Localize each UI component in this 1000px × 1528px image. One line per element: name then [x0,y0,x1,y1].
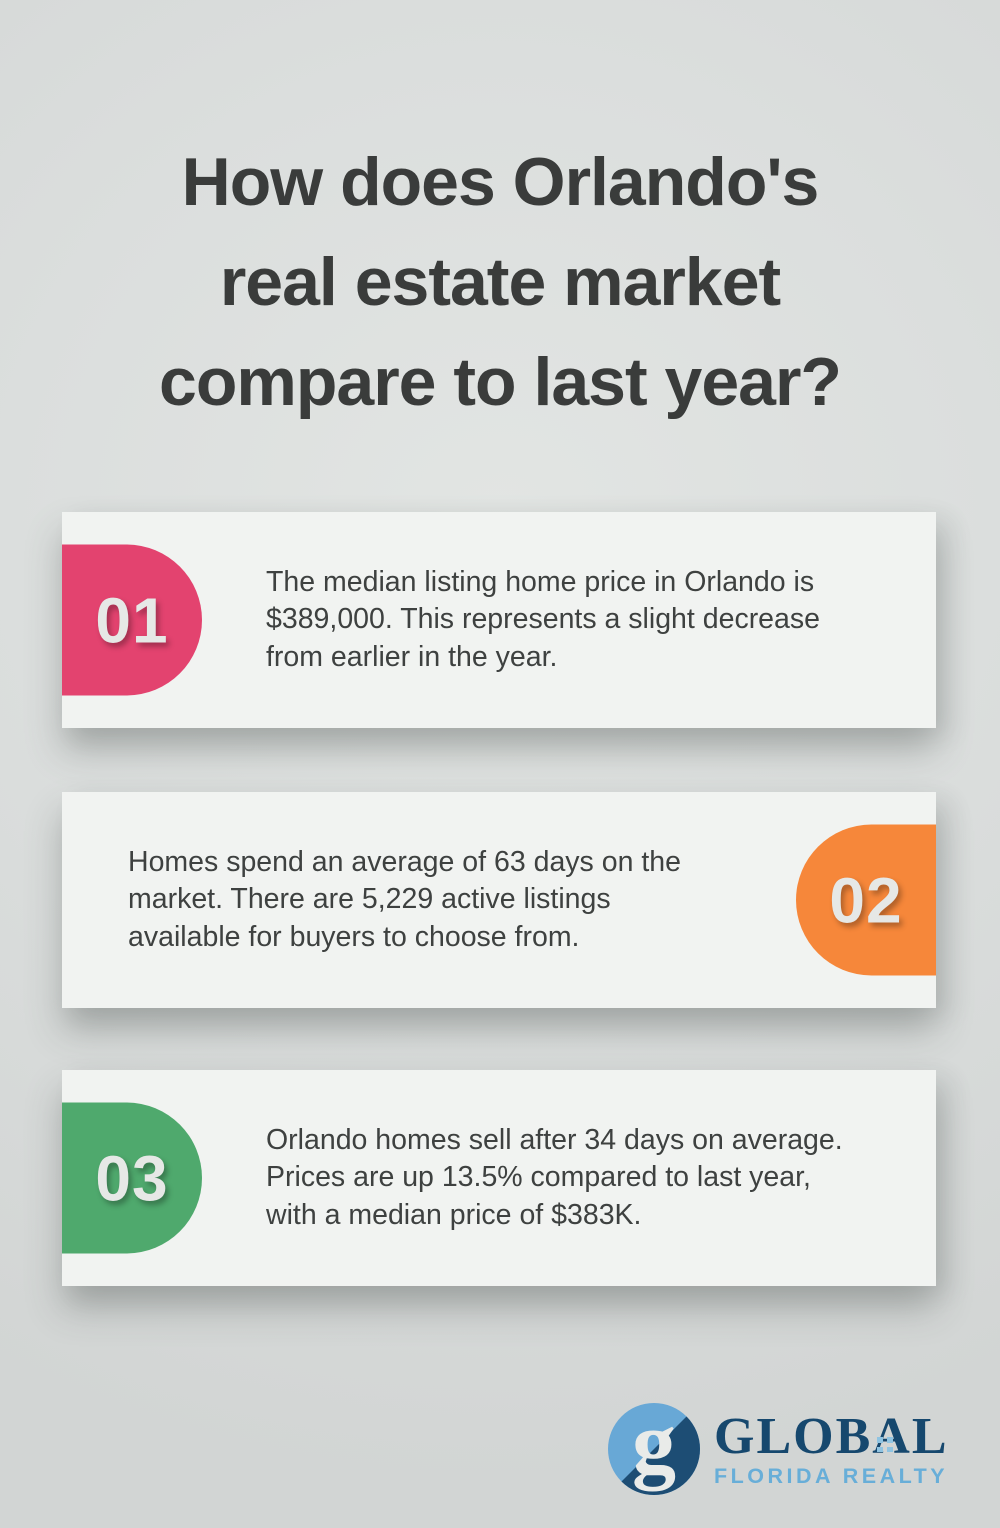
logo-house-windows-icon [877,1437,894,1453]
fact-card-2-number: 02 [829,864,903,936]
fact-card-1-number-badge: 01 [62,544,202,696]
fact-card-3-text: Orlando homes sell after 34 days on aver… [266,1122,843,1235]
fact-card-3-line-2: Prices are up 13.5% compared to last yea… [266,1161,811,1194]
logo-name: GLOBAL [714,1408,949,1465]
fact-card-2-line-3: available for buyers to choose from. [128,920,580,953]
fact-card-1-line-2: $389,000. This represents a slight decre… [266,603,820,636]
fact-card-3: 03 Orlando homes sell after 34 days on a… [62,1070,936,1286]
fact-card-2-line-2: market. There are 5,229 active listings [128,883,611,916]
fact-card-2-line-1: Homes spend an average of 63 days on the [128,845,681,878]
fact-card-3-number: 03 [95,1142,169,1214]
page-title: How does Orlando's real estate market co… [0,132,1000,432]
fact-card-2: Homes spend an average of 63 days on the… [62,792,936,1008]
window-dot [887,1437,893,1443]
logo-text: GLOBAL FLORIDA REALTY [714,1408,949,1489]
global-florida-realty-logo: g GLOBAL FLORIDA REALTY [608,1403,949,1495]
fact-card-2-text: Homes spend an average of 63 days on the… [128,844,681,957]
fact-card-1-number: 01 [95,584,169,656]
fact-card-1-line-3: from earlier in the year. [266,640,558,673]
fact-card-3-number-badge: 03 [62,1102,202,1254]
title-line-3: compare to last year? [159,343,842,420]
title-line-2: real estate market [219,243,781,320]
fact-card-1-text: The median listing home price in Orlando… [266,564,820,677]
fact-card-1-line-1: The median listing home price in Orlando… [266,565,815,598]
fact-card-1: 01 The median listing home price in Orla… [62,512,936,728]
window-dot [877,1446,883,1452]
fact-card-3-line-1: Orlando homes sell after 34 days on aver… [266,1123,843,1156]
logo-monogram: g [632,1403,676,1492]
window-dot [887,1446,893,1452]
title-line-1: How does Orlando's [181,143,820,220]
logo-g-circle-icon: g [608,1403,700,1495]
fact-card-2-number-badge: 02 [796,824,936,976]
window-dot [877,1437,883,1443]
fact-card-3-line-3: with a median price of $383K. [266,1198,642,1231]
logo-tagline: FLORIDA REALTY [714,1464,949,1488]
